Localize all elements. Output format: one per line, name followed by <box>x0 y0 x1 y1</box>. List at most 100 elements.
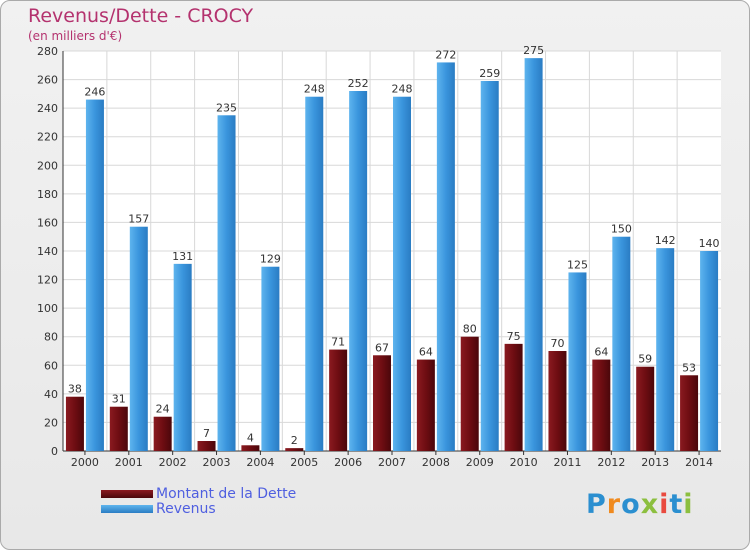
bar-dette <box>329 349 348 451</box>
bar-dette <box>285 448 304 451</box>
y-tick-label: 180 <box>37 188 58 201</box>
data-label-dette: 75 <box>507 330 521 343</box>
data-label-revenus: 129 <box>260 253 281 266</box>
legend-label-revenus: Revenus <box>156 501 216 517</box>
data-label-dette: 38 <box>68 383 82 396</box>
bar-revenus <box>656 248 675 451</box>
logo-letter: P <box>586 489 607 520</box>
bar-dette <box>241 445 260 451</box>
data-label-dette: 31 <box>112 393 126 406</box>
data-label-dette: 7 <box>203 427 210 440</box>
bar-dette <box>197 441 216 451</box>
y-tick-label: 60 <box>44 359 58 372</box>
bar-revenus <box>349 91 368 451</box>
logo-letter: i <box>659 489 670 520</box>
bar-dette <box>109 406 128 451</box>
data-label-dette: 70 <box>550 337 564 350</box>
y-tick-label: 20 <box>44 416 58 429</box>
x-tick-label: 2004 <box>246 456 274 469</box>
legend-swatch-revenus <box>101 505 153 513</box>
y-tick-label: 200 <box>37 159 58 172</box>
y-tick-label: 120 <box>37 274 58 287</box>
data-label-revenus: 275 <box>523 44 544 57</box>
y-tick-label: 240 <box>37 102 58 115</box>
bar-dette <box>460 336 479 451</box>
data-label-dette: 24 <box>156 403 170 416</box>
bar-dette <box>373 355 391 451</box>
bar-revenus <box>217 115 236 452</box>
bar-revenus <box>568 272 587 451</box>
data-label-dette: 59 <box>638 353 652 366</box>
proxiti-logo: Proxiti <box>586 489 694 520</box>
data-label-revenus: 252 <box>348 77 369 90</box>
data-label-revenus: 142 <box>655 234 676 247</box>
y-tick-label: 260 <box>37 74 58 87</box>
bar-revenus <box>305 96 324 451</box>
bar-revenus <box>524 58 543 452</box>
data-label-dette: 64 <box>419 346 433 359</box>
logo-letter: o <box>621 489 641 520</box>
axes: 0204060801001201401601802002202402602802… <box>37 45 721 469</box>
x-tick-label: 2003 <box>203 456 231 469</box>
bars <box>65 58 719 452</box>
x-tick-label: 2010 <box>510 456 538 469</box>
bar-dette <box>65 396 84 451</box>
data-label-revenus: 140 <box>699 237 720 250</box>
x-tick-label: 2007 <box>378 456 406 469</box>
y-tick-label: 80 <box>44 331 58 344</box>
y-tick-label: 40 <box>44 388 58 401</box>
legend-swatch-dette <box>101 490 153 498</box>
x-tick-label: 2013 <box>641 456 669 469</box>
bar-revenus <box>129 226 148 451</box>
bar-revenus <box>173 263 192 451</box>
grid <box>63 50 721 451</box>
bar-dette <box>680 375 699 451</box>
x-tick-label: 2005 <box>290 456 318 469</box>
y-tick-label: 220 <box>37 131 58 144</box>
bar-revenus <box>436 62 455 452</box>
logo-letter: x <box>640 489 660 520</box>
y-tick-label: 0 <box>51 445 58 458</box>
data-label-revenus: 235 <box>216 101 237 114</box>
x-tick-label: 2014 <box>685 456 713 469</box>
bar-revenus <box>261 266 280 451</box>
bar-revenus <box>700 251 719 451</box>
data-label-revenus: 259 <box>479 67 500 80</box>
data-label-dette: 2 <box>291 434 298 447</box>
legend-label-dette: Montant de la Dette <box>156 486 297 502</box>
data-label-dette: 64 <box>594 346 608 359</box>
data-label-revenus: 125 <box>567 258 588 271</box>
x-tick-label: 2012 <box>597 456 625 469</box>
data-label-dette: 53 <box>682 361 696 374</box>
bar-dette <box>504 343 523 451</box>
data-label-dette: 4 <box>247 431 254 444</box>
y-tick-label: 140 <box>37 245 58 258</box>
chart-subtitle: (en milliers d'€) <box>28 29 123 43</box>
bar-revenus <box>393 96 411 451</box>
logo-letter: r <box>606 489 622 520</box>
bar-dette <box>416 359 435 451</box>
bar-dette <box>592 359 611 451</box>
bar-dette <box>636 366 655 451</box>
data-label-revenus: 150 <box>611 223 632 236</box>
bar-revenus <box>612 236 631 451</box>
data-labels: 38 246 31 157 24 131 7 235 4 129 2 248 71 252 67 248 64 2… <box>68 44 720 447</box>
data-label-dette: 67 <box>375 341 389 354</box>
bar-revenus <box>85 99 104 452</box>
data-label-revenus: 131 <box>172 250 193 263</box>
data-label-revenus: 246 <box>84 86 105 99</box>
data-label-revenus: 157 <box>128 213 149 226</box>
data-label-revenus: 248 <box>304 83 325 96</box>
x-tick-label: 2008 <box>422 456 450 469</box>
y-tick-label: 280 <box>37 45 58 58</box>
x-tick-label: 2011 <box>553 456 581 469</box>
bar-revenus <box>480 81 499 451</box>
logo-letter: t <box>669 489 684 520</box>
x-tick-label: 2001 <box>115 456 143 469</box>
data-label-dette: 71 <box>331 336 345 349</box>
y-tick-label: 100 <box>37 302 58 315</box>
data-label-dette: 80 <box>463 323 477 336</box>
chart-title: Revenus/Dette - CROCY <box>28 5 254 27</box>
